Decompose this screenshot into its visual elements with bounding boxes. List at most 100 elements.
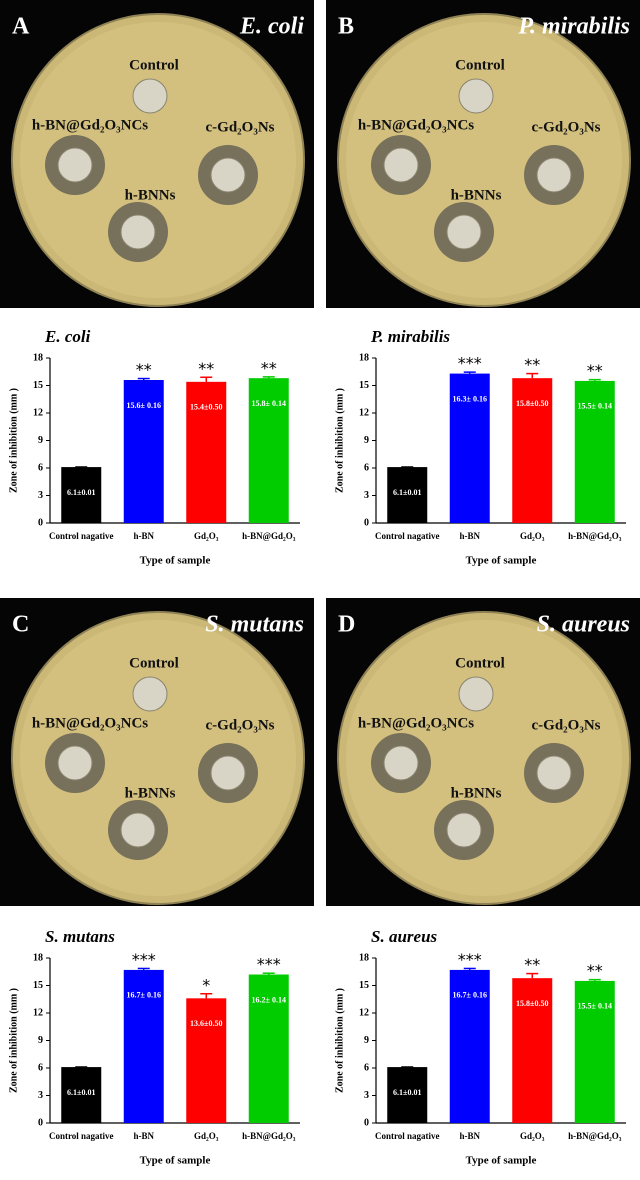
x-tick-label: h-BN bbox=[133, 531, 154, 541]
y-tick-label: 3 bbox=[38, 490, 43, 501]
x-tick-label: Control nagative bbox=[375, 531, 440, 541]
chart-title: P. mirabilis bbox=[370, 327, 450, 346]
x-tick-label: Gd₂O₃ bbox=[520, 531, 545, 541]
y-tick-label: 3 bbox=[364, 490, 369, 501]
well bbox=[57, 745, 93, 781]
y-tick-label: 6 bbox=[38, 1062, 43, 1073]
value-label: 6.1±0.01 bbox=[393, 488, 421, 497]
bar bbox=[512, 378, 553, 523]
y-tick-label: 18 bbox=[33, 952, 43, 963]
x-axis-label: Type of sample bbox=[140, 1155, 211, 1167]
y-tick-label: 0 bbox=[38, 1117, 43, 1128]
x-tick-label: Control nagative bbox=[49, 531, 114, 541]
dish-inner bbox=[20, 22, 296, 298]
value-label: 16.3± 0.16 bbox=[453, 394, 487, 403]
sample-label: c-Gd₂O₃Ns bbox=[206, 717, 275, 733]
significance-label: * bbox=[202, 975, 210, 994]
value-label: 15.5± 0.14 bbox=[578, 1002, 612, 1011]
well bbox=[383, 745, 419, 781]
well bbox=[536, 755, 572, 791]
sample-label: h-BNNs bbox=[125, 785, 176, 801]
x-tick-label: Control nagative bbox=[375, 1131, 440, 1141]
chart-title: S. mutans bbox=[45, 927, 115, 946]
value-label: 6.1±0.01 bbox=[67, 488, 95, 497]
organism-label: S. aureus bbox=[537, 612, 630, 638]
y-tick-label: 15 bbox=[33, 980, 43, 991]
well bbox=[132, 78, 168, 114]
y-tick-label: 12 bbox=[359, 1007, 369, 1018]
x-tick-label: h-BN bbox=[133, 1131, 154, 1141]
organism-label: S. mutans bbox=[205, 612, 304, 638]
significance-label: ** bbox=[136, 360, 152, 379]
sample-label: h-BNNs bbox=[125, 187, 176, 203]
significance-label: ** bbox=[261, 358, 277, 377]
sample-label: c-Gd₂O₃Ns bbox=[532, 119, 601, 135]
bar bbox=[512, 978, 553, 1123]
y-tick-label: 9 bbox=[364, 1035, 369, 1046]
y-tick-label: 18 bbox=[33, 352, 43, 363]
panel-letter: B bbox=[338, 14, 354, 40]
bar bbox=[123, 969, 164, 1123]
value-label: 13.6±0.50 bbox=[190, 1019, 222, 1028]
sample-label: h-BNNs bbox=[451, 785, 502, 801]
well bbox=[210, 755, 246, 791]
value-label: 6.1±0.01 bbox=[67, 1088, 95, 1097]
bar bbox=[186, 381, 227, 523]
x-axis-label: Type of sample bbox=[140, 555, 211, 567]
x-tick-label: Gd₂O₃ bbox=[194, 1131, 219, 1141]
well bbox=[120, 214, 156, 250]
value-label: 15.8± 0.14 bbox=[252, 399, 286, 408]
panel-letter: A bbox=[12, 14, 30, 40]
significance-label: *** bbox=[257, 955, 281, 974]
significance-label: ** bbox=[524, 355, 540, 374]
sample-label: h-BN@Gd₂O₃NCs bbox=[358, 715, 474, 731]
value-label: 15.8±0.50 bbox=[516, 999, 548, 1008]
y-tick-label: 6 bbox=[364, 462, 369, 473]
value-label: 6.1±0.01 bbox=[393, 1088, 421, 1097]
sample-label: h-BN@Gd₂O₃NCs bbox=[358, 117, 474, 133]
y-axis-label: Zone of inhibition (mm ) bbox=[334, 388, 345, 493]
sample-label: Control bbox=[129, 57, 179, 73]
value-label: 16.7± 0.16 bbox=[453, 991, 487, 1000]
x-tick-label: h-BN@Gd₂O₃ bbox=[242, 531, 296, 541]
bar bbox=[449, 969, 490, 1123]
y-tick-label: 0 bbox=[38, 517, 43, 528]
y-axis-label: Zone of inhibition (mm ) bbox=[334, 988, 345, 1093]
significance-label: *** bbox=[132, 950, 156, 969]
organism-label: P. mirabilis bbox=[517, 14, 630, 40]
sample-label: h-BN@Gd₂O₃NCs bbox=[32, 117, 148, 133]
x-tick-label: h-BN bbox=[459, 1131, 480, 1141]
x-tick-label: Control nagative bbox=[49, 1131, 114, 1141]
y-tick-label: 15 bbox=[359, 980, 369, 991]
bar bbox=[61, 467, 102, 523]
value-label: 16.2± 0.14 bbox=[252, 995, 286, 1004]
x-axis-label: Type of sample bbox=[466, 1155, 537, 1167]
bar bbox=[387, 1067, 428, 1123]
y-tick-label: 18 bbox=[359, 952, 369, 963]
bar bbox=[574, 380, 615, 523]
y-tick-label: 3 bbox=[364, 1090, 369, 1101]
y-axis-label: Zone of inhibition (mm ) bbox=[8, 988, 19, 1093]
x-tick-label: h-BN@Gd₂O₃ bbox=[568, 531, 622, 541]
value-label: 15.6± 0.16 bbox=[127, 401, 161, 410]
significance-label: *** bbox=[458, 950, 482, 969]
well bbox=[120, 812, 156, 848]
sample-label: Control bbox=[455, 57, 505, 73]
y-tick-label: 9 bbox=[364, 435, 369, 446]
bar bbox=[186, 998, 227, 1123]
y-tick-label: 18 bbox=[359, 352, 369, 363]
well bbox=[446, 214, 482, 250]
y-tick-label: 12 bbox=[33, 1007, 43, 1018]
dish-inner bbox=[346, 620, 622, 896]
y-tick-label: 6 bbox=[364, 1062, 369, 1073]
bar bbox=[449, 373, 490, 523]
sample-label: c-Gd₂O₃Ns bbox=[206, 119, 275, 135]
y-tick-label: 3 bbox=[38, 1090, 43, 1101]
value-label: 15.8±0.50 bbox=[516, 399, 548, 408]
x-axis-label: Type of sample bbox=[466, 555, 537, 567]
bar bbox=[387, 467, 428, 523]
well bbox=[458, 676, 494, 712]
y-tick-label: 6 bbox=[38, 462, 43, 473]
y-tick-label: 0 bbox=[364, 1117, 369, 1128]
sample-label: Control bbox=[129, 655, 179, 671]
